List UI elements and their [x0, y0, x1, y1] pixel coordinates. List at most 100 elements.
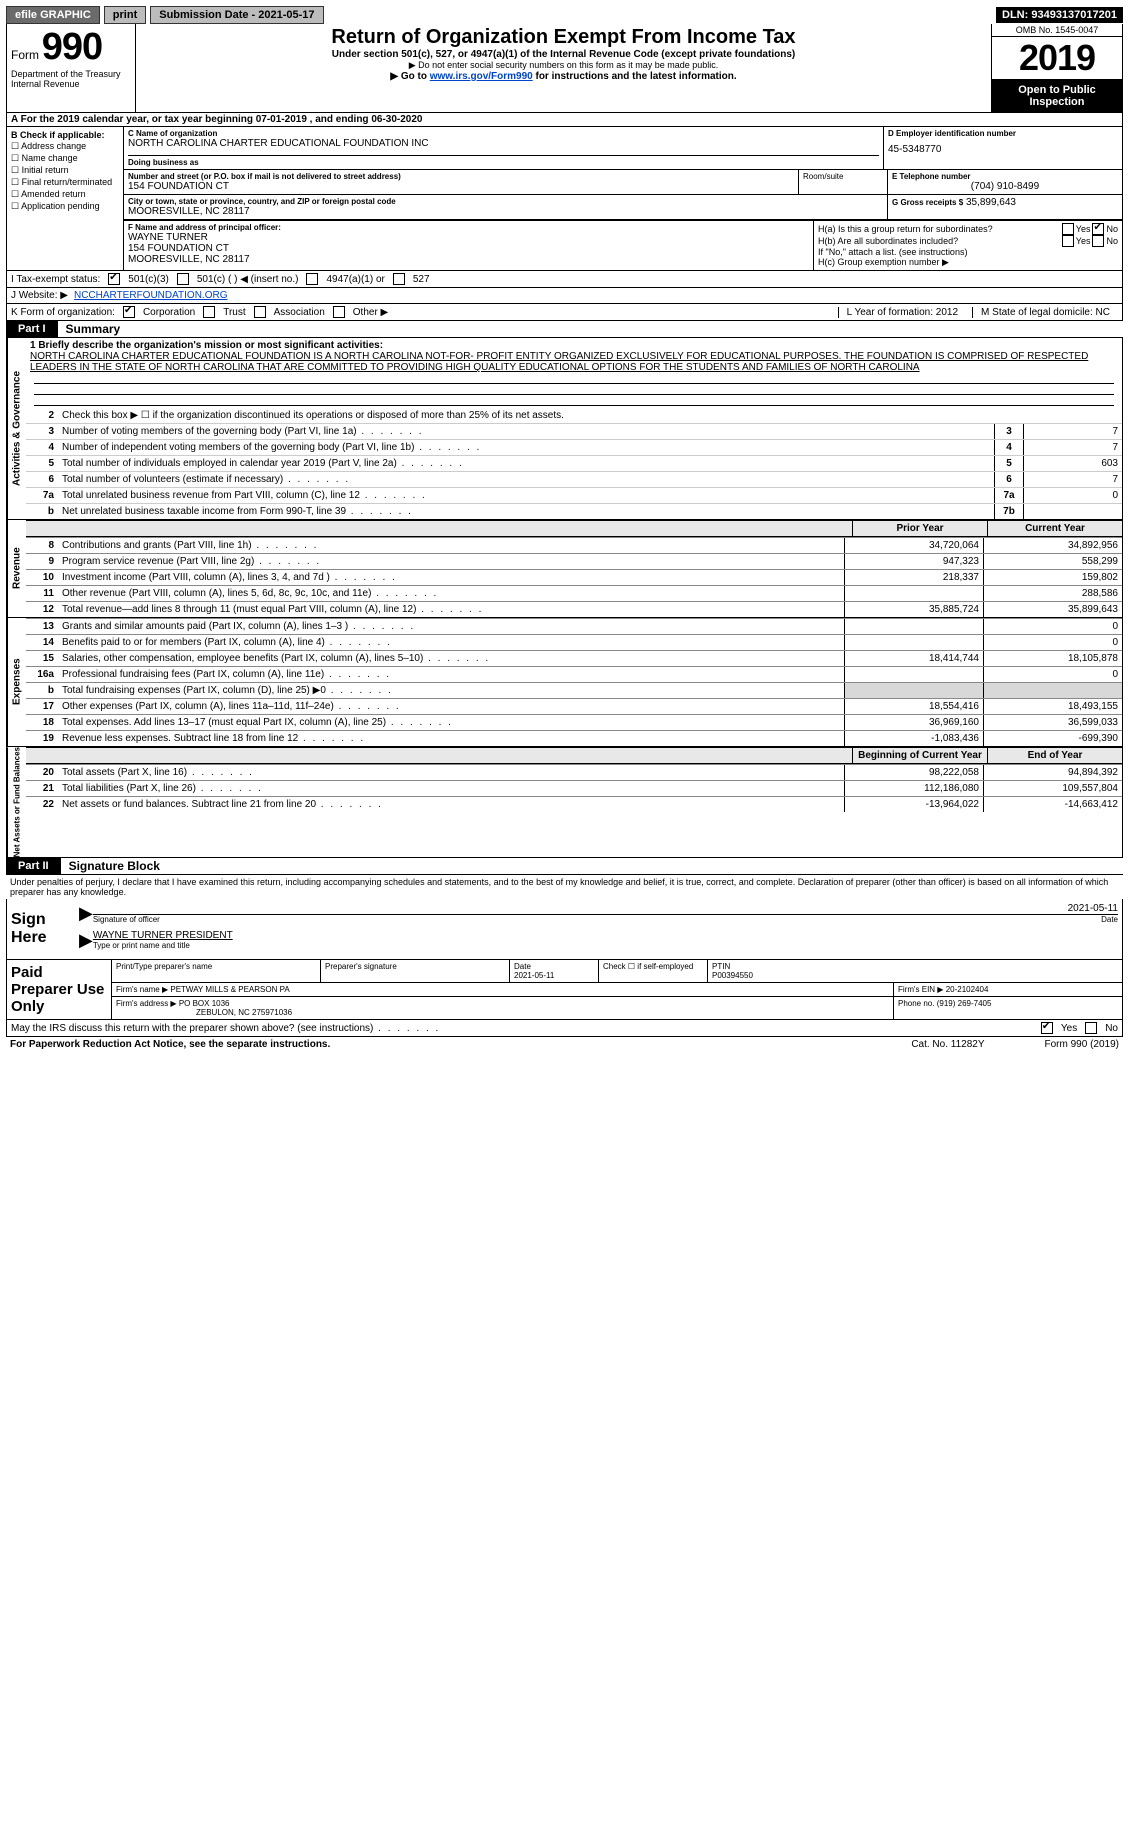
- box-c-name: C Name of organization NORTH CAROLINA CH…: [124, 127, 883, 169]
- addr-value: 154 FOUNDATION CT: [128, 181, 794, 192]
- chk-501c[interactable]: [177, 273, 189, 285]
- footer-cat: Cat. No. 11282Y: [911, 1039, 984, 1050]
- fin-num: 21: [26, 781, 58, 796]
- row-j: J Website: ▶ NCCHARTERFOUNDATION.ORG: [6, 288, 1123, 304]
- sign-here-label: Sign Here: [7, 899, 75, 959]
- page-footer: For Paperwork Reduction Act Notice, see …: [6, 1037, 1123, 1052]
- line-box: 7b: [994, 504, 1023, 519]
- chk-amended-return[interactable]: Amended return: [11, 189, 119, 200]
- self-employed-chk[interactable]: Check ☐ if self-employed: [599, 960, 708, 982]
- chk-address-change[interactable]: Address change: [11, 141, 119, 152]
- fin-text: Total revenue—add lines 8 through 11 (mu…: [58, 602, 844, 617]
- h-b-yes[interactable]: [1062, 235, 1074, 247]
- box-e: E Telephone number (704) 910-8499: [888, 170, 1122, 194]
- chk-initial-return[interactable]: Initial return: [11, 165, 119, 176]
- fin-current: 94,894,392: [983, 765, 1122, 780]
- line-text: Number of voting members of the governin…: [58, 424, 994, 439]
- efile-button[interactable]: efile GRAPHIC: [6, 6, 100, 24]
- h-b-no[interactable]: [1092, 235, 1104, 247]
- firm-ein-cell: Firm's EIN ▶ 20-2102404: [894, 983, 1122, 996]
- fin-num: 13: [26, 619, 58, 634]
- goto-suffix: for instructions and the latest informat…: [533, 71, 737, 82]
- activities-governance-section: Activities & Governance 1 Briefly descri…: [6, 338, 1123, 520]
- line-2-num: 2: [26, 408, 58, 423]
- form-subtitle: Under section 501(c), 527, or 4947(a)(1)…: [142, 49, 985, 60]
- mission-text: NORTH CAROLINA CHARTER EDUCATIONAL FOUND…: [30, 351, 1118, 373]
- fin-current: 18,493,155: [983, 699, 1122, 714]
- chk-other[interactable]: [333, 306, 345, 318]
- current-year-hdr: Current Year: [987, 521, 1122, 536]
- type-print-label: Type or print name and title: [93, 941, 1118, 950]
- sidebar-activities: Activities & Governance: [7, 338, 26, 519]
- print-button[interactable]: print: [104, 6, 146, 24]
- gross-receipts-label: G Gross receipts $: [892, 198, 963, 207]
- line-val: 7: [1023, 440, 1122, 455]
- h-a-yes[interactable]: [1062, 223, 1074, 235]
- fin-text: Contributions and grants (Part VIII, lin…: [58, 538, 844, 553]
- fin-num: 12: [26, 602, 58, 617]
- chk-trust[interactable]: [203, 306, 215, 318]
- chk-association[interactable]: [254, 306, 266, 318]
- row-i: I Tax-exempt status: 501(c)(3) 501(c) ( …: [6, 271, 1123, 288]
- line-box: 5: [994, 456, 1023, 471]
- fin-text: Program service revenue (Part VIII, line…: [58, 554, 844, 569]
- discuss-yes-label: Yes: [1061, 1023, 1077, 1034]
- fin-num: 15: [26, 651, 58, 666]
- fin-text: Other expenses (Part IX, column (A), lin…: [58, 699, 844, 714]
- line-box: 7a: [994, 488, 1023, 503]
- city-value: MOORESVILLE, NC 28117: [128, 206, 883, 217]
- opt-corp: Corporation: [143, 307, 195, 318]
- prior-year-hdr: Prior Year: [852, 521, 987, 536]
- website-link[interactable]: NCCHARTERFOUNDATION.ORG: [74, 290, 228, 301]
- line-text: Total number of volunteers (estimate if …: [58, 472, 994, 487]
- year-formation: L Year of formation: 2012: [838, 307, 966, 318]
- fin-prior: [844, 586, 983, 601]
- line-2-text: Check this box ▶ ☐ if the organization d…: [58, 408, 1122, 423]
- fin-current: 109,557,804: [983, 781, 1122, 796]
- no-label-2: No: [1106, 236, 1118, 246]
- line-val: 603: [1023, 456, 1122, 471]
- discuss-yes[interactable]: [1041, 1022, 1053, 1034]
- yes-label-2: Yes: [1076, 236, 1091, 246]
- h-a-label: H(a) Is this a group return for subordin…: [818, 224, 1060, 234]
- officer-signed-name: WAYNE TURNER PRESIDENT: [93, 930, 1118, 941]
- chk-final-return[interactable]: Final return/terminated: [11, 177, 119, 188]
- chk-4947[interactable]: [306, 273, 318, 285]
- box-b: B Check if applicable: Address change Na…: [7, 127, 124, 270]
- top-bar: efile GRAPHIC print Submission Date - 20…: [6, 6, 1123, 24]
- line-box: 4: [994, 440, 1023, 455]
- fin-current: 35,899,643: [983, 602, 1122, 617]
- chk-527[interactable]: [393, 273, 405, 285]
- fin-text: Net assets or fund balances. Subtract li…: [58, 797, 844, 812]
- preparer-name-hdr: Print/Type preparer's name: [112, 960, 321, 982]
- fin-current: 18,105,878: [983, 651, 1122, 666]
- line-box: 6: [994, 472, 1023, 487]
- fin-current: 0: [983, 635, 1122, 650]
- h-c-label: H(c) Group exemption number ▶: [818, 257, 1118, 268]
- chk-501c3[interactable]: [108, 273, 120, 285]
- h-a-no[interactable]: [1092, 223, 1104, 235]
- line-val: 0: [1023, 488, 1122, 503]
- submission-date-button[interactable]: Submission Date - 2021-05-17: [150, 6, 323, 24]
- fin-num: 19: [26, 731, 58, 746]
- discuss-no[interactable]: [1085, 1022, 1097, 1034]
- form990-link[interactable]: www.irs.gov/Form990: [430, 71, 533, 82]
- org-name: NORTH CAROLINA CHARTER EDUCATIONAL FOUND…: [128, 138, 879, 149]
- fin-num: 8: [26, 538, 58, 553]
- fin-num: b: [26, 683, 58, 698]
- no-label: No: [1106, 224, 1118, 234]
- chk-corporation[interactable]: [123, 306, 135, 318]
- box-c-city: City or town, state or province, country…: [128, 197, 883, 217]
- open-public-badge: Open to Public Inspection: [992, 80, 1122, 112]
- firm-name-cell: Firm's name ▶ PETWAY MILLS & PEARSON PA: [112, 983, 894, 996]
- firm-phone-cell: Phone no. (919) 269-7405: [894, 997, 1122, 1019]
- dba-label: Doing business as: [128, 155, 879, 167]
- fin-prior: [844, 635, 983, 650]
- chk-name-change[interactable]: Name change: [11, 153, 119, 164]
- box-c-address: Number and street (or P.O. box if mail i…: [124, 170, 799, 194]
- chk-application-pending[interactable]: Application pending: [11, 201, 119, 212]
- line-text: Total number of individuals employed in …: [58, 456, 994, 471]
- opt-527: 527: [413, 274, 430, 285]
- fin-current: 0: [983, 619, 1122, 634]
- fin-prior: [844, 683, 983, 698]
